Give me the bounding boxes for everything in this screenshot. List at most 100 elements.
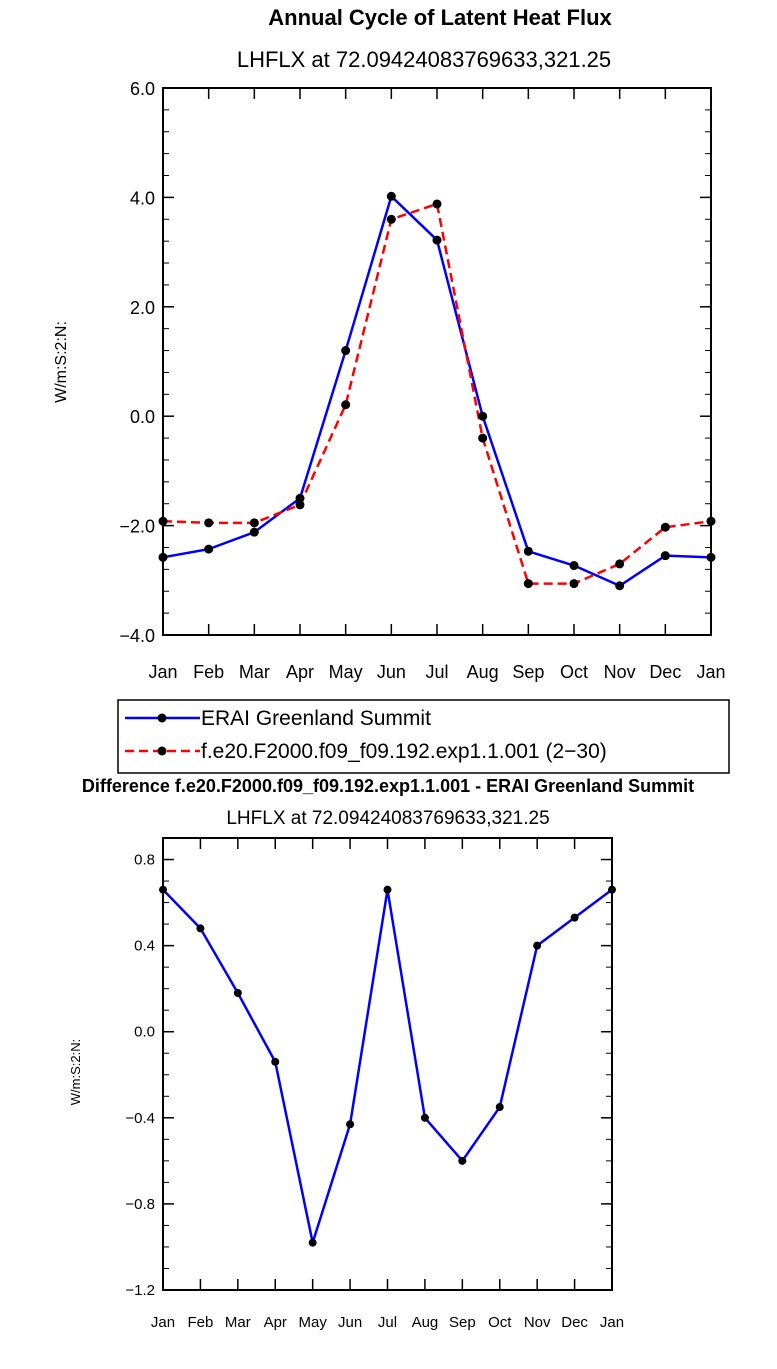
data-point bbox=[383, 885, 392, 894]
legend-marker-model bbox=[157, 746, 167, 756]
series-line-0 bbox=[162, 888, 613, 1244]
plot-frame bbox=[162, 837, 613, 1291]
data-point bbox=[569, 561, 579, 571]
chart2-series bbox=[159, 885, 616, 1247]
x-tick-label: Aug bbox=[412, 1314, 439, 1331]
data-point bbox=[660, 522, 670, 532]
x-tick-label: Jan bbox=[148, 662, 177, 682]
data-point bbox=[523, 579, 533, 589]
y-tick-label: 6.0 bbox=[130, 79, 155, 99]
data-point bbox=[204, 518, 214, 528]
series-line-0 bbox=[162, 195, 712, 588]
data-point bbox=[458, 1156, 467, 1165]
x-tick-label: Feb bbox=[193, 662, 224, 682]
data-point bbox=[271, 1057, 280, 1066]
chart2-subtitle: LHFLX at 72.09424083769633,321.25 bbox=[226, 808, 549, 829]
data-point bbox=[432, 199, 442, 209]
data-point bbox=[615, 581, 625, 591]
x-tick-label: Apr bbox=[264, 1314, 287, 1331]
x-tick-label: Jun bbox=[377, 662, 406, 682]
legend-marker-erai bbox=[157, 713, 167, 723]
x-tick-label: May bbox=[298, 1314, 327, 1331]
chart1-title: Annual Cycle of Latent Heat Flux bbox=[268, 5, 612, 30]
data-point bbox=[386, 191, 396, 201]
data-point bbox=[569, 579, 579, 589]
data-point bbox=[706, 516, 716, 526]
x-tick-label: Oct bbox=[488, 1314, 512, 1331]
chart1-ylabel: W/m:S:2:N: bbox=[53, 321, 70, 403]
x-tick-label: Jul bbox=[378, 1314, 397, 1331]
data-point bbox=[420, 1113, 429, 1122]
y-tick-label: 0.0 bbox=[130, 407, 155, 427]
data-point bbox=[478, 433, 488, 443]
data-point bbox=[204, 544, 214, 554]
x-tick-label: Jan bbox=[600, 1314, 624, 1331]
chart-2: Difference f.e20.F2000.f09_f09.192.exp1.… bbox=[68, 776, 694, 1331]
legend-label-erai: ERAI Greenland Summit bbox=[201, 707, 431, 730]
x-tick-label: Dec bbox=[561, 1314, 588, 1331]
x-tick-label: Jan bbox=[696, 662, 725, 682]
data-point bbox=[608, 885, 616, 894]
legend-box bbox=[117, 699, 730, 774]
y-tick-label: 0.8 bbox=[134, 852, 155, 869]
y-tick-label: −0.4 bbox=[125, 1110, 155, 1127]
chart1-subtitle: LHFLX at 72.09424083769633,321.25 bbox=[237, 47, 611, 72]
data-point bbox=[615, 559, 625, 569]
x-tick-label: Jun bbox=[338, 1314, 362, 1331]
chart1-series bbox=[158, 191, 716, 591]
data-point bbox=[570, 913, 579, 922]
x-tick-label: Nov bbox=[604, 662, 636, 682]
data-point bbox=[158, 516, 168, 526]
x-tick-label: Nov bbox=[524, 1314, 551, 1331]
data-point bbox=[341, 346, 351, 356]
x-tick-label: Jan bbox=[151, 1314, 175, 1331]
data-point bbox=[233, 988, 242, 997]
x-tick-label: Feb bbox=[187, 1314, 213, 1331]
data-point bbox=[158, 552, 168, 562]
data-point bbox=[386, 214, 396, 224]
y-tick-label: −1.2 bbox=[125, 1282, 155, 1299]
data-point bbox=[706, 552, 716, 562]
chart1-legend: ERAI Greenland Summit f.e20.F2000.f09_f0… bbox=[117, 699, 730, 774]
data-point bbox=[341, 400, 351, 410]
chart2-axes: Jan Feb Mar Apr May Jun Jul Aug Sep Oct Nov Dec Jan −… bbox=[125, 837, 624, 1331]
x-tick-label: Oct bbox=[560, 662, 588, 682]
chart2-title: Difference f.e20.F2000.f09_f09.192.exp1.… bbox=[82, 776, 694, 796]
y-tick-label: −2.0 bbox=[119, 517, 155, 537]
data-point bbox=[523, 546, 533, 556]
chart2-ylabel: W/m:S:2:N: bbox=[68, 1039, 83, 1105]
x-tick-label: Mar bbox=[239, 662, 270, 682]
data-point bbox=[196, 924, 205, 933]
data-point bbox=[346, 1120, 355, 1129]
data-point bbox=[295, 500, 305, 510]
x-tick-label: Jul bbox=[425, 662, 448, 682]
data-point bbox=[495, 1103, 504, 1112]
data-point bbox=[308, 1238, 317, 1247]
x-tick-label: Apr bbox=[286, 662, 314, 682]
chart-1: Annual Cycle of Latent Heat Flux LHFLX a… bbox=[53, 5, 730, 774]
x-tick-label: Dec bbox=[649, 662, 681, 682]
y-tick-label: −0.8 bbox=[125, 1196, 155, 1213]
y-tick-label: 2.0 bbox=[130, 298, 155, 318]
data-point bbox=[432, 235, 442, 245]
y-tick-label: 4.0 bbox=[130, 188, 155, 208]
data-point bbox=[660, 551, 670, 561]
series-line-1 bbox=[162, 202, 712, 585]
data-point bbox=[159, 885, 167, 894]
y-tick-label: 0.0 bbox=[134, 1024, 155, 1041]
x-tick-label: Aug bbox=[467, 662, 499, 682]
data-point bbox=[533, 941, 542, 950]
data-point bbox=[249, 518, 259, 528]
x-tick-label: Sep bbox=[449, 1314, 476, 1331]
data-point bbox=[295, 493, 305, 503]
data-point bbox=[478, 411, 488, 421]
y-tick-label: 0.4 bbox=[134, 938, 155, 955]
data-point bbox=[249, 527, 259, 537]
legend-label-model: f.e20.F2000.f09_f09.192.exp1.1.001 (2−30… bbox=[201, 740, 607, 763]
x-tick-label: May bbox=[329, 662, 363, 682]
y-tick-label: −4.0 bbox=[119, 626, 155, 646]
x-tick-label: Mar bbox=[225, 1314, 251, 1331]
chart1-axes: Jan Feb Mar Apr May Jun Jul Aug Sep Oct Nov Dec Jan −… bbox=[119, 79, 725, 682]
plot-frame bbox=[162, 87, 712, 636]
